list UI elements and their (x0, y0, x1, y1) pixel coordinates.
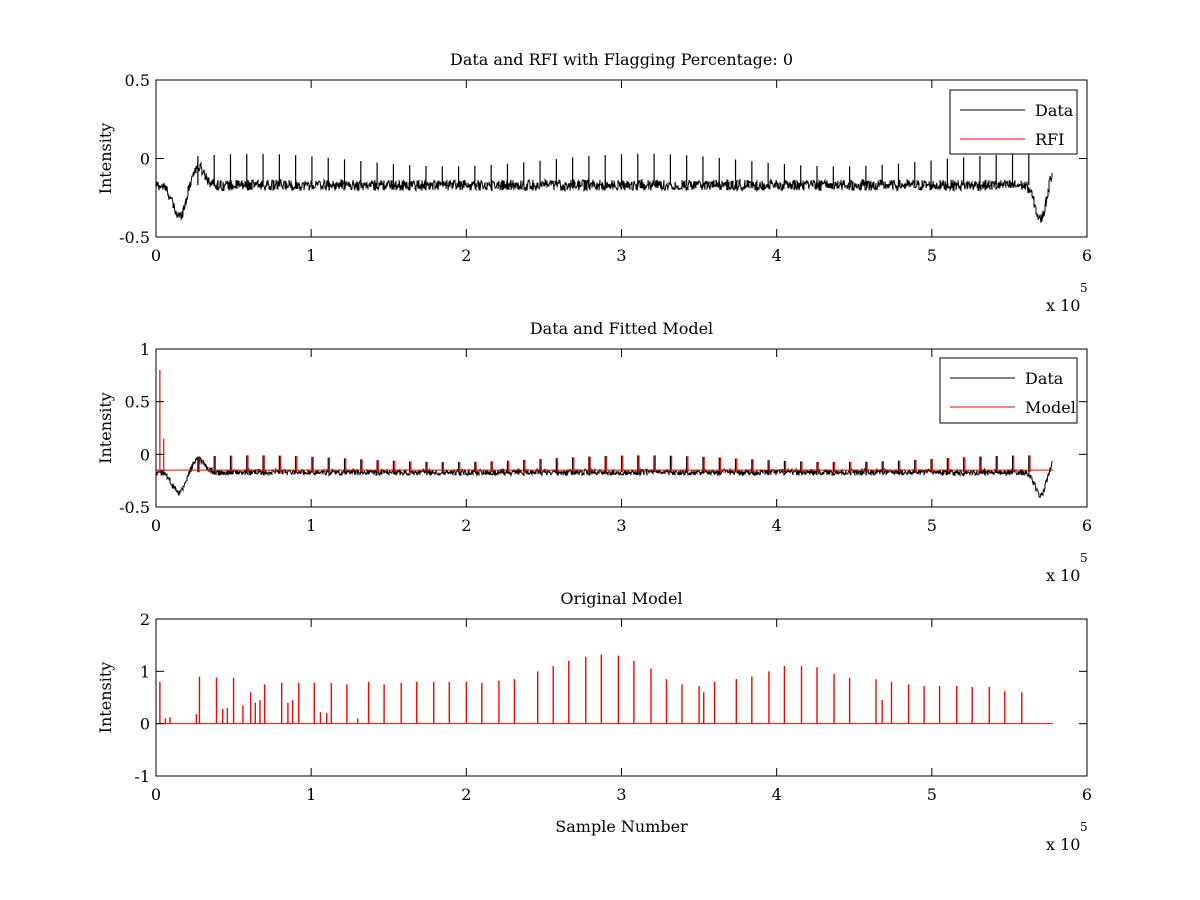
x-tick-label: 1 (306, 785, 316, 804)
plot-series-group (156, 153, 1053, 224)
chart-3 (155, 618, 1088, 777)
x-tick-label: 4 (772, 246, 782, 265)
legend-box (949, 89, 1078, 155)
x-tick-label: 0 (151, 246, 161, 265)
x-tick-label: 1 (306, 516, 316, 535)
series-data-line (156, 161, 1053, 224)
x-tick-label: 3 (616, 785, 626, 804)
legend: Data RFI (949, 89, 1078, 155)
x-tick-label: 6 (1082, 246, 1092, 265)
y-tick-label: 1 (140, 340, 150, 359)
legend-label-2: RFI (1035, 130, 1064, 149)
y-tick-label: 0.5 (125, 71, 150, 90)
x-multiplier-exponent: 5 (1080, 551, 1088, 565)
plot-series-group (156, 370, 1053, 499)
chart-2: Data Model (155, 348, 1088, 508)
chart-1: Data RFI (155, 79, 1088, 238)
x-tick-label: 6 (1082, 516, 1092, 535)
y-tick-label: -0.5 (119, 228, 150, 247)
x-multiplier-exponent: 5 (1080, 820, 1088, 834)
legend: Data Model (939, 357, 1078, 424)
x-tick-label: 0 (151, 785, 161, 804)
x-tick-label: 4 (772, 785, 782, 804)
x-multiplier-base: x 10 (1046, 835, 1080, 854)
chart-title: Original Model (560, 589, 682, 608)
y-tick-label: 2 (140, 610, 150, 629)
x-tick-label: 5 (927, 785, 937, 804)
x-axis-label: Sample Number (555, 817, 688, 836)
y-axis-label: Intensity (96, 392, 115, 464)
plot-area (156, 619, 1087, 776)
x-tick-label: 3 (616, 246, 626, 265)
x-tick-label: 0 (151, 516, 161, 535)
x-tick-label: 6 (1082, 785, 1092, 804)
x-multiplier-exponent: 5 (1080, 281, 1088, 295)
y-tick-label: 0 (140, 445, 150, 464)
y-tick-label: 0 (140, 715, 150, 734)
x-tick-label: 5 (927, 516, 937, 535)
x-tick-label: 3 (616, 516, 626, 535)
legend-box (939, 357, 1078, 424)
chart-title: Data and Fitted Model (530, 319, 713, 338)
x-multiplier-base: x 10 (1046, 566, 1080, 585)
y-tick-label: 0 (140, 150, 150, 169)
legend-label-2: Model (1025, 398, 1076, 417)
x-tick-label: 4 (772, 516, 782, 535)
chart-title: Data and RFI with Flagging Percentage: 0 (450, 50, 793, 69)
y-axis-label: Intensity (96, 662, 115, 734)
x-tick-label: 5 (927, 246, 937, 265)
legend-label-1: Data (1025, 369, 1064, 388)
x-tick-label: 2 (461, 785, 471, 804)
legend-label-1: Data (1035, 101, 1074, 120)
x-multiplier-base: x 10 (1046, 296, 1080, 315)
plot-series-group (156, 654, 1053, 725)
x-tick-label: 2 (461, 246, 471, 265)
plot-area (156, 349, 1087, 507)
y-axis-label: Intensity (96, 123, 115, 195)
y-tick-label: -0.5 (119, 498, 150, 517)
y-tick-label: 0.5 (125, 393, 150, 412)
y-tick-label: -1 (134, 767, 150, 786)
y-tick-label: 1 (140, 662, 150, 681)
x-tick-label: 1 (306, 246, 316, 265)
x-tick-label: 2 (461, 516, 471, 535)
